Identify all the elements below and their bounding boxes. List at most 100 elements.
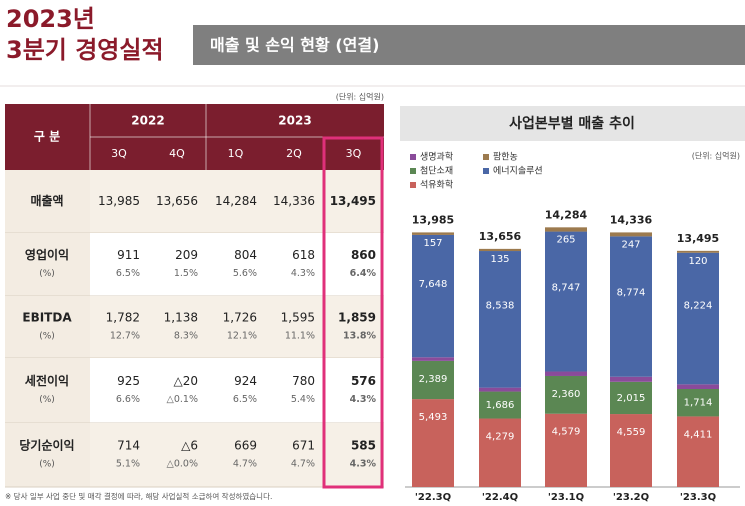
bar-segment xyxy=(610,381,652,415)
value-label: 1,714 xyxy=(684,398,713,409)
x-tick-label: '22.3Q xyxy=(415,492,451,503)
cell-value: △6 xyxy=(181,439,198,453)
legend-swatch xyxy=(410,154,416,160)
cell-value: 1,859 xyxy=(338,311,376,325)
bar-segment xyxy=(479,248,521,252)
total-label: 13,495 xyxy=(677,232,719,245)
quarter: 4Q xyxy=(169,147,185,160)
label-bg xyxy=(5,233,90,296)
bar-segment xyxy=(610,414,652,487)
legend-label: 석유화학 xyxy=(420,180,453,191)
x-tick-label: '22.4Q xyxy=(482,492,518,503)
row-label: EBITDA xyxy=(22,311,72,325)
value-label: 4,559 xyxy=(617,427,646,438)
value-label: 1,686 xyxy=(486,400,515,411)
title: 2023년 xyxy=(6,5,95,33)
row-label: 영업이익 xyxy=(25,247,69,262)
bar-segment xyxy=(412,357,454,361)
legend-swatch xyxy=(483,154,489,160)
label-bg xyxy=(5,296,90,358)
total-label: 14,336 xyxy=(610,213,653,226)
cell-pct: 4.3% xyxy=(291,268,315,279)
label-bg xyxy=(5,170,90,233)
quarter: 3Q xyxy=(111,147,127,160)
bar-segment xyxy=(545,227,587,232)
bar-segment xyxy=(412,399,454,487)
total-label: 13,985 xyxy=(412,213,454,226)
year: 2023 xyxy=(278,114,311,128)
value-label: 247 xyxy=(621,239,640,250)
cell-pct: 5.1% xyxy=(116,459,140,470)
cell-pct: 4.3% xyxy=(350,394,377,405)
value-label: 5,493 xyxy=(419,412,448,423)
cell-value: 1,782 xyxy=(106,311,140,325)
cell-value: 1,595 xyxy=(281,311,315,325)
cell-value: 714 xyxy=(117,439,140,453)
x-tick-label: '23.3Q xyxy=(680,492,716,503)
row-label: 세전이익 xyxy=(25,373,69,388)
legend-label: 에너지솔루션 xyxy=(493,166,543,177)
chart-title-bg xyxy=(400,106,745,141)
title: 3분기 경영실적 xyxy=(6,36,164,64)
cell-value: 585 xyxy=(351,439,376,453)
cell-value: 1,138 xyxy=(164,311,198,325)
value-label: 120 xyxy=(688,256,707,267)
cell-pct: 6.5% xyxy=(116,268,140,279)
x-tick-label: '23.2Q xyxy=(613,492,649,503)
cell-pct: 12.7% xyxy=(110,331,140,342)
chart-title: 사업본부별 매출 추이 xyxy=(509,115,635,132)
cell-value: 13,495 xyxy=(330,194,376,208)
bar-segment xyxy=(610,232,652,237)
cell-pct: 11.1% xyxy=(285,331,315,342)
label-bg xyxy=(5,358,90,423)
footnote: ※ 당사 일부 사업 중단 및 매각 결정에 따라, 해당 사업실적 소급하여 … xyxy=(5,491,272,501)
cell-value: 209 xyxy=(175,248,198,262)
bar-segment xyxy=(479,387,521,392)
cell-value: 780 xyxy=(292,374,315,388)
value-label: 4,411 xyxy=(684,429,713,440)
cell-value: 14,336 xyxy=(273,194,315,208)
cell-pct: 4.7% xyxy=(233,459,257,470)
cell-pct: △0.1% xyxy=(167,394,198,405)
cell-value: 13,985 xyxy=(98,194,140,208)
cell-value: 925 xyxy=(117,374,140,388)
legend-swatch xyxy=(483,168,489,174)
cell-value: 671 xyxy=(292,439,315,453)
cell-value: 14,284 xyxy=(215,194,257,208)
cell-value: 576 xyxy=(351,374,376,388)
cell-pct: 12.1% xyxy=(227,331,257,342)
value-label: 135 xyxy=(490,254,509,265)
bar-segment xyxy=(677,416,719,487)
bar-segment xyxy=(412,234,454,358)
cell-value: 911 xyxy=(117,248,140,262)
value-label: 4,579 xyxy=(552,427,581,438)
cell-pct: 4.7% xyxy=(291,459,315,470)
unit: (단위: 십억원) xyxy=(692,151,740,161)
year: 2022 xyxy=(131,114,164,128)
bar-segment xyxy=(610,376,652,382)
row-label: 매출액 xyxy=(30,193,63,208)
cell-value: 1,726 xyxy=(223,311,257,325)
bar-segment xyxy=(545,375,587,414)
corner: 구 분 xyxy=(34,130,60,144)
cell-value: △20 xyxy=(174,374,199,388)
cell-pct: 5.6% xyxy=(233,268,257,279)
cell-value: 669 xyxy=(234,439,257,453)
legend-label: 첨단소재 xyxy=(420,166,453,177)
value-label: 8,747 xyxy=(552,283,581,294)
x-tick-label: '23.1Q xyxy=(548,492,584,503)
cell-value: 618 xyxy=(292,248,315,262)
bar-segment xyxy=(479,418,521,487)
bar-segment xyxy=(412,360,454,400)
bar-segment xyxy=(610,236,652,377)
legend-swatch xyxy=(410,168,416,174)
cell-pct: △0.0% xyxy=(167,459,198,470)
cell-value: 804 xyxy=(234,248,257,262)
banner: 매출 및 손익 현황 (연결) xyxy=(210,36,379,55)
bar-segment xyxy=(677,384,719,389)
value-label: 7,648 xyxy=(419,279,448,290)
cell-value: 924 xyxy=(234,374,257,388)
value-label: 4,279 xyxy=(486,432,515,443)
value-label: 8,774 xyxy=(617,288,646,299)
label-bg xyxy=(5,423,90,487)
